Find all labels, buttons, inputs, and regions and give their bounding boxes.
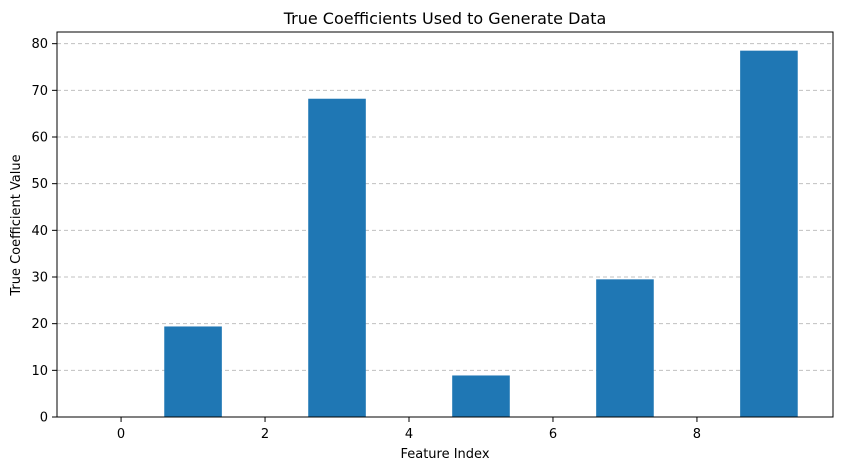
x-tick-label-4: 8 — [693, 427, 701, 442]
y-tick-label-4: 40 — [31, 224, 48, 239]
y-tick-label-1: 10 — [31, 364, 48, 379]
plot-frame — [56, 31, 834, 418]
x-tick-label-0: 0 — [117, 427, 125, 442]
y-tick-label-0: 0 — [40, 411, 48, 426]
bar-feature-3 — [308, 98, 366, 417]
y-axis-label: True Coefficient Value — [9, 154, 24, 296]
x-tick-label-1: 2 — [261, 427, 269, 442]
bar-feature-9 — [740, 50, 798, 418]
y-tick-label-7: 70 — [31, 84, 48, 99]
x-tick-label-2: 4 — [405, 427, 413, 442]
x-tick-label-3: 6 — [549, 427, 557, 442]
axes-layer: 0 10 20 30 40 50 60 70 80 0 2 4 6 8 — [31, 31, 834, 442]
y-tick-label-2: 20 — [31, 317, 48, 332]
y-tick-label-3: 30 — [31, 271, 48, 286]
bar-feature-7 — [596, 279, 654, 417]
bars-layer — [164, 50, 798, 418]
bar-feature-5 — [452, 375, 510, 417]
bar-feature-1 — [164, 326, 222, 417]
y-tick-label-5: 50 — [31, 177, 48, 192]
chart-title: True Coefficients Used to Generate Data — [283, 9, 607, 28]
x-axis-label: Feature Index — [400, 447, 489, 462]
y-tick-label-8: 80 — [31, 37, 48, 52]
y-tick-label-6: 60 — [31, 131, 48, 146]
